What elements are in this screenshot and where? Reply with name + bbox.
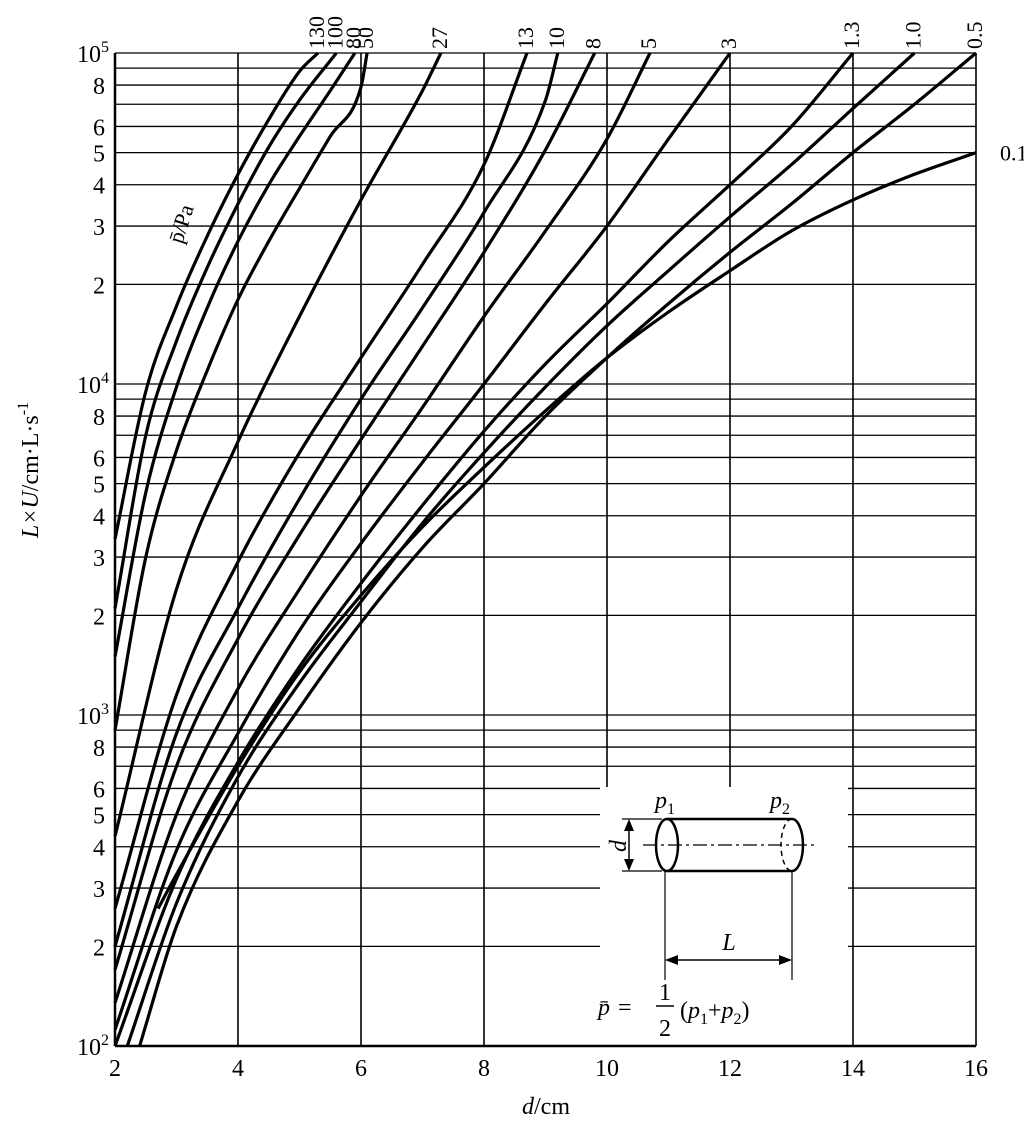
curve-p-130 — [113, 51, 320, 540]
series-label-13: 13 — [513, 27, 538, 49]
svg-text:=: = — [618, 995, 632, 1021]
tick-labels: 2 4 6 8 10 12 14 161022345681032345681042345681… — [77, 39, 988, 1082]
y-tick-label: 2 — [93, 604, 105, 630]
inset-background-rect — [600, 787, 848, 1045]
curve-p-13 — [113, 52, 529, 910]
curve-p-1.0 — [125, 51, 916, 1047]
y-tick-label: 8 — [93, 74, 105, 100]
series-label-3: 3 — [716, 38, 741, 49]
series-label-27: 27 — [427, 27, 452, 49]
series-label-50: 50 — [353, 27, 378, 49]
curve-p-10 — [113, 52, 560, 947]
curve-p-3 — [113, 52, 732, 1031]
d-arrow-bottom — [624, 859, 634, 871]
curve-p-80 — [113, 52, 357, 657]
x-tick-label: 16 — [964, 1056, 988, 1082]
inset-background — [600, 787, 848, 1045]
series-label-8: 8 — [581, 38, 606, 49]
y-tick-label: 2 — [93, 273, 105, 299]
pipe-inset-diagram: d L p1 p2 p̄ = 1 2 (p1+p2) — [596, 788, 815, 1042]
L-label: L — [721, 930, 735, 956]
series-label-5: 5 — [636, 38, 661, 49]
y-tick-label: 103 — [77, 701, 109, 730]
series-label-0.1: 0.1 — [1000, 141, 1024, 166]
x-tick-label: 10 — [595, 1056, 619, 1082]
y-tick-label: 104 — [77, 370, 109, 399]
d-arrow-top — [624, 819, 634, 831]
y-tick-label: 3 — [93, 546, 105, 572]
series-label-1.3: 1.3 — [839, 22, 864, 50]
x-tick-label: 12 — [718, 1056, 742, 1082]
curve-p-5 — [113, 52, 652, 1004]
y-tick-label: 102 — [77, 1032, 109, 1061]
x-tick-label: 2 — [109, 1056, 121, 1082]
y-axis-title: L×U/cm·L·s-1 — [15, 402, 44, 539]
curve-p-0.5 — [138, 51, 978, 1047]
x-tick-label: 8 — [478, 1056, 490, 1082]
y-tick-label: 8 — [93, 736, 105, 762]
y-tick-label: 4 — [93, 174, 105, 200]
mean-pressure-formula: p̄ = 1 2 (p1+p2) — [596, 980, 750, 1042]
y-tick-label: 105 — [77, 39, 109, 68]
y-tick-label: 6 — [93, 115, 105, 141]
y-tick-label: 8 — [93, 405, 105, 431]
curve-p-27 — [113, 52, 443, 837]
p1-label: p1 — [653, 788, 675, 818]
y-tick-label: 2 — [93, 935, 105, 961]
series-group-label: p̄/Pa — [163, 201, 199, 246]
y-tick-label: 3 — [93, 877, 105, 903]
y-tick-label: 5 — [93, 142, 105, 168]
curve-p-1.3 — [113, 51, 855, 1047]
L-arrow-right — [779, 955, 792, 965]
curve-p-8 — [113, 52, 597, 971]
L-arrow-left — [665, 955, 678, 965]
x-tick-label: 4 — [232, 1056, 244, 1082]
series-label-80: 80 — [341, 27, 366, 49]
series-label-130: 130 — [304, 16, 329, 49]
svg-text:(p1+p2): (p1+p2) — [680, 998, 750, 1028]
data-curves — [113, 51, 978, 1047]
y-tick-label: 4 — [93, 836, 105, 862]
series-label-1.0: 1.0 — [901, 22, 926, 50]
p2-label: p2 — [768, 788, 790, 818]
y-tick-label: 5 — [93, 473, 105, 499]
svg-text:2: 2 — [659, 1016, 671, 1042]
y-tick-label: 4 — [93, 505, 105, 531]
svg-text:p̄: p̄ — [596, 995, 610, 1021]
d-label: d — [606, 839, 632, 852]
y-tick-label: 6 — [93, 777, 105, 803]
x-axis-title: d/cm — [522, 1094, 570, 1120]
x-tick-label: 6 — [355, 1056, 367, 1082]
series-label-10: 10 — [544, 27, 569, 49]
curve-p-0.1 — [156, 151, 977, 910]
y-tick-label: 3 — [93, 215, 105, 241]
axes — [113, 53, 976, 1048]
svg-text:1: 1 — [659, 980, 671, 1006]
y-tick-label: 6 — [93, 446, 105, 472]
y-tick-label: 5 — [93, 804, 105, 830]
curve-p-50 — [113, 52, 369, 731]
x-tick-label: 14 — [841, 1056, 865, 1082]
series-label-0.5: 0.5 — [962, 22, 987, 50]
series-label-100: 100 — [322, 16, 347, 49]
curve-p-100 — [113, 52, 338, 609]
